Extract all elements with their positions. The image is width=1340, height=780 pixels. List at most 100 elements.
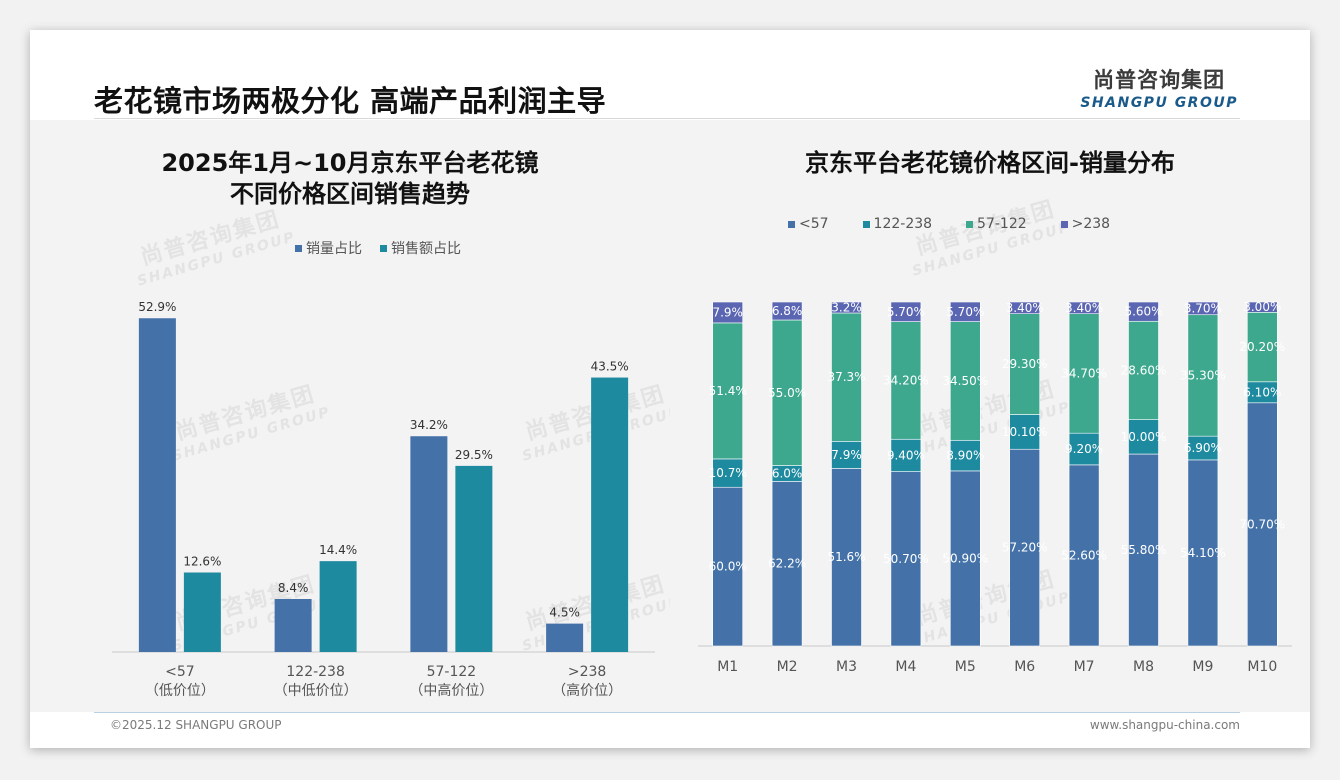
legend-item-lt57: <57 xyxy=(788,216,829,232)
data-label: 60.0% xyxy=(709,560,747,574)
x-tick-label: M3 xyxy=(836,659,857,675)
stacked-segment-3-6 xyxy=(1068,301,1100,315)
left-bar-chart: 52.9% 12.6% <57 （低价位） 8.4% 14.4% 122-238 （中低价位）… xyxy=(112,300,655,699)
stacked-segment-0-0 xyxy=(712,486,744,647)
data-label: 35.30% xyxy=(1180,368,1226,382)
x-tick-label: M10 xyxy=(1247,659,1277,675)
left-chart-title: 2025年1月~10月京东平台老花镜 不同价格区间销售趋势 xyxy=(30,148,670,210)
data-label: 3.40% xyxy=(1065,301,1103,315)
x-tick-label: M6 xyxy=(1014,659,1035,675)
data-label: 55.0% xyxy=(768,386,806,400)
left-chart-panel: 尚普咨询集团 SHANGPU GROUP 尚普咨询集团 SHANGPU GROUP … xyxy=(30,120,683,712)
stacked-segment-1-0 xyxy=(712,458,744,488)
data-label: 8.4% xyxy=(278,581,309,595)
data-label: 3.40% xyxy=(1006,301,1044,315)
data-label: 3.70% xyxy=(1184,301,1222,315)
stacked-segment-2-9 xyxy=(1246,312,1278,383)
data-label: 34.50% xyxy=(942,374,988,388)
legend-swatch xyxy=(862,220,870,228)
legend-item-volume-share: 销量占比 xyxy=(295,238,362,258)
data-label: 6.10% xyxy=(1243,385,1281,399)
data-label: 55.80% xyxy=(1121,543,1167,557)
data-label: 9.20% xyxy=(1065,442,1103,456)
data-label: 52.9% xyxy=(138,300,176,314)
x-tick-label: 122-238 xyxy=(286,664,345,680)
data-label: 51.6% xyxy=(827,550,865,564)
stacked-segment-3-3 xyxy=(890,301,922,322)
data-label: 29.5% xyxy=(455,448,493,462)
legend-item-122-238: 122-238 xyxy=(862,216,933,232)
x-tick-label: >238 xyxy=(568,664,606,680)
x-tick-label: M4 xyxy=(895,659,916,675)
left-chart-title-line2: 不同价格区间销售趋势 xyxy=(230,180,470,208)
data-label: 34.20% xyxy=(883,373,929,387)
stacked-segment-2-8 xyxy=(1187,314,1219,437)
stacked-segment-2-2 xyxy=(831,312,862,442)
data-label: 7.9% xyxy=(712,305,743,319)
stacked-segment-3-9 xyxy=(1246,301,1278,313)
data-label: 57.20% xyxy=(1002,541,1048,555)
data-label: 52.60% xyxy=(1061,548,1107,562)
x-tick-sublabel: （高价位） xyxy=(552,682,622,699)
logo-chinese-text: 尚普咨询集团 xyxy=(1093,68,1226,92)
data-label: 6.8% xyxy=(772,304,803,318)
data-label: 50.90% xyxy=(942,551,988,565)
right-chart-legend: <57 122-238 57-122 >238 xyxy=(788,216,1110,232)
legend-label: 122-238 xyxy=(873,216,933,232)
data-label: 37.3% xyxy=(827,370,865,384)
data-label: 34.2% xyxy=(410,418,448,432)
data-label: 10.10% xyxy=(1002,425,1048,439)
x-tick-label: M9 xyxy=(1192,659,1213,675)
legend-item-57-122: 57-122 xyxy=(966,216,1027,232)
legend-swatch xyxy=(380,244,387,252)
legend-label: 销量占比 xyxy=(306,241,362,257)
left-chart-legend: 销量占比 销售额占比 xyxy=(295,238,461,258)
stacked-segment-3-8 xyxy=(1187,301,1219,316)
stacked-segment-0-1 xyxy=(771,481,803,647)
stacked-segment-2-0 xyxy=(712,322,744,460)
x-tick-label: 57-122 xyxy=(427,664,477,680)
stacked-segment-0-7 xyxy=(1128,453,1159,647)
stacked-segment-3-7 xyxy=(1128,301,1159,322)
legend-label: <57 xyxy=(799,216,829,232)
data-label: 54.10% xyxy=(1180,546,1226,560)
stacked-segment-1-5 xyxy=(1009,414,1041,450)
right-chart-title: 京东平台老花镜价格区间-销量分布 xyxy=(805,149,1175,177)
x-tick-label: M2 xyxy=(777,659,798,675)
data-label: 62.2% xyxy=(768,557,806,571)
stacked-segment-3-0 xyxy=(712,301,744,324)
x-tick-label: M8 xyxy=(1133,659,1154,675)
data-label: 6.0% xyxy=(772,466,803,480)
data-label: 70.70% xyxy=(1239,517,1285,531)
data-label: 6.90% xyxy=(1184,441,1222,455)
data-label: 3.00% xyxy=(1243,300,1281,314)
stacked-segment-1-3 xyxy=(890,438,922,472)
legend-swatch xyxy=(1060,220,1068,228)
legend-item-sales-share: 销售额占比 xyxy=(380,238,461,258)
left-chart-title-line1: 2025年1月~10月京东平台老花镜 xyxy=(161,149,539,177)
bar-sales-0 xyxy=(183,572,221,652)
bar-volume-1 xyxy=(274,599,312,652)
footer-divider xyxy=(94,712,1240,713)
data-label: 3.2% xyxy=(831,301,862,315)
bar-volume-3 xyxy=(546,623,584,652)
header-divider xyxy=(94,118,1240,119)
stacked-segment-0-9 xyxy=(1246,402,1278,647)
legend-swatch xyxy=(295,244,302,252)
data-label: 20.20% xyxy=(1239,340,1285,354)
page-title: 老花镜市场两极分化 高端产品利润主导 xyxy=(94,84,607,118)
bar-sales-1 xyxy=(319,561,357,652)
data-label: 5.70% xyxy=(887,305,925,319)
data-label: 14.4% xyxy=(319,543,357,557)
slide: 老花镜市场两极分化 高端产品利润主导 尚普咨询集团 SHANGPU GROUP … xyxy=(30,30,1310,748)
stacked-segment-2-5 xyxy=(1009,313,1041,415)
x-tick-sublabel: （中低价位） xyxy=(274,683,358,699)
bar-sales-3 xyxy=(591,377,629,652)
bar-sales-2 xyxy=(455,465,493,652)
data-label: 7.9% xyxy=(831,448,862,462)
footer-copyright: ©2025.12 SHANGPU GROUP xyxy=(110,718,282,732)
bar-volume-0 xyxy=(138,318,176,652)
data-label: 10.00% xyxy=(1121,430,1167,444)
stacked-segment-3-1 xyxy=(771,301,803,321)
stacked-segment-3-5 xyxy=(1009,301,1041,314)
